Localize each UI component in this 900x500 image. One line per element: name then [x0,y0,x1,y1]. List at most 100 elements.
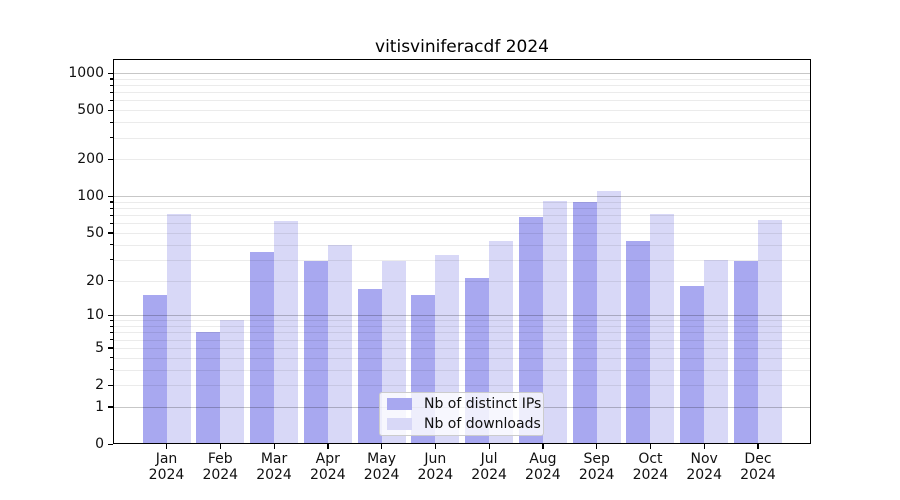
x-tick-label-jul: Jul 2024 [459,451,519,483]
y-tick-label-200: 200 [77,151,104,168]
x-tick-year: 2024 [525,467,561,483]
x-tick-month: Mar [260,451,288,467]
gridline-minor-400 [113,122,811,124]
y-minortick-70 [110,214,113,216]
x-tick-feb [219,444,222,449]
y-minortick-90 [110,201,113,203]
y-minortick-6 [110,339,113,341]
y-tick-label-1000: 1000 [68,65,104,82]
legend-entry-distinct-ips: Nb of distinct IPs [380,396,543,413]
x-tick-may [381,444,383,449]
y-minortick-600 [110,99,113,102]
bar-downloads-aug [542,201,567,444]
y-tick-10 [108,314,113,317]
y-minortick-900 [110,78,113,80]
y-tick-1000 [108,72,113,74]
legend-entry-downloads: Nb of downloads [380,416,543,433]
x-tick-month: Jul [480,451,498,467]
x-tick-aug [542,444,544,449]
y-minortick-3 [110,369,113,371]
x-tick-month: Apr [315,451,340,467]
gridline-minor-5 [113,347,811,349]
x-tick-year: 2024 [686,467,722,483]
x-tick-oct [649,444,652,449]
y-tick-label-20: 20 [86,272,104,289]
bar-distinct-ips-oct [626,240,651,444]
y-minortick-20 [110,280,113,282]
gridline-minor-7 [113,332,811,334]
x-tick-jun [434,444,437,449]
x-tick-label-aug: Aug 2024 [513,451,573,483]
x-tick-year: 2024 [256,467,292,483]
y-tick-label-50: 50 [86,224,104,241]
bar-distinct-ips-feb [196,332,221,444]
x-tick-year: 2024 [632,467,669,483]
bar-downloads-sep [596,191,621,444]
y-minortick-400 [110,121,113,123]
x-tick-year: 2024 [148,467,185,483]
bar-distinct-ips-apr [303,261,328,444]
x-tick-label-mar: Mar 2024 [244,451,304,483]
x-tick-year: 2024 [740,467,776,483]
gridline-minor-2 [113,385,811,387]
x-tick-nov [703,444,705,449]
bar-downloads-dec [757,219,782,444]
x-tick-label-dec: Dec 2024 [728,451,788,483]
x-tick-year: 2024 [202,467,239,483]
x-tick-month: Jan [155,451,178,467]
gridline-minor-500 [113,110,811,112]
x-tick-apr [327,444,329,449]
y-tick-label-10: 10 [86,307,104,324]
y-minortick-5 [110,347,113,349]
gridline-minor-9 [113,320,811,322]
bar-downloads-jan [166,213,191,444]
gridline-minor-90 [113,201,811,203]
y-minortick-500 [110,109,113,112]
x-tick-mar [273,444,275,449]
x-tick-label-jun: Jun 2024 [405,451,465,483]
gridline-minor-30 [113,259,811,261]
x-tick-month: Sep [583,451,610,467]
y-tick-100 [108,195,113,197]
legend-swatch-downloads [387,418,412,430]
bar-downloads-nov [704,259,729,444]
y-tick-label-0: 0 [95,436,104,452]
y-minortick-40 [110,244,113,246]
gridline-minor-800 [113,85,811,87]
gridline-minor-200 [113,159,811,161]
y-minortick-8 [110,325,113,327]
x-tick-label-apr: Apr 2024 [298,451,358,483]
bar-distinct-ips-jan [142,295,167,444]
gridline-minor-6 [113,339,811,341]
bar-distinct-ips-dec [733,261,758,444]
y-minortick-200 [110,158,113,161]
chart-title: vitisviniferacdf 2024 [375,37,549,57]
x-tick-month: Nov [690,451,718,467]
gridline-minor-70 [113,215,811,217]
x-tick-label-feb: Feb 2024 [190,451,250,483]
gridline-minor-300 [113,137,811,139]
y-minortick-9 [110,319,113,322]
y-tick-label-500: 500 [77,102,104,119]
gridline-major-100 [113,196,811,198]
x-tick-label-nov: Nov 2024 [674,451,734,483]
x-tick-label-may: May 2024 [352,451,412,483]
legend-swatch-distinct-ips [387,398,412,410]
gridline-minor-4 [113,357,811,359]
x-tick-label-sep: Sep 2024 [567,451,627,483]
bar-distinct-ips-sep [572,201,597,444]
gridline-major-1000 [113,73,811,75]
y-minortick-60 [110,222,113,225]
x-tick-jan [166,444,168,449]
bar-downloads-feb [220,320,245,444]
y-tick-label-2: 2 [95,377,104,394]
bar-downloads-apr [327,244,352,444]
y-minortick-4 [110,357,113,359]
y-minortick-7 [110,331,113,334]
gridline-minor-700 [113,92,811,94]
x-tick-label-oct: Oct 2024 [620,451,680,483]
gridline-minor-80 [113,208,811,210]
gridline-minor-40 [113,244,811,246]
bar-downloads-oct [650,213,675,444]
